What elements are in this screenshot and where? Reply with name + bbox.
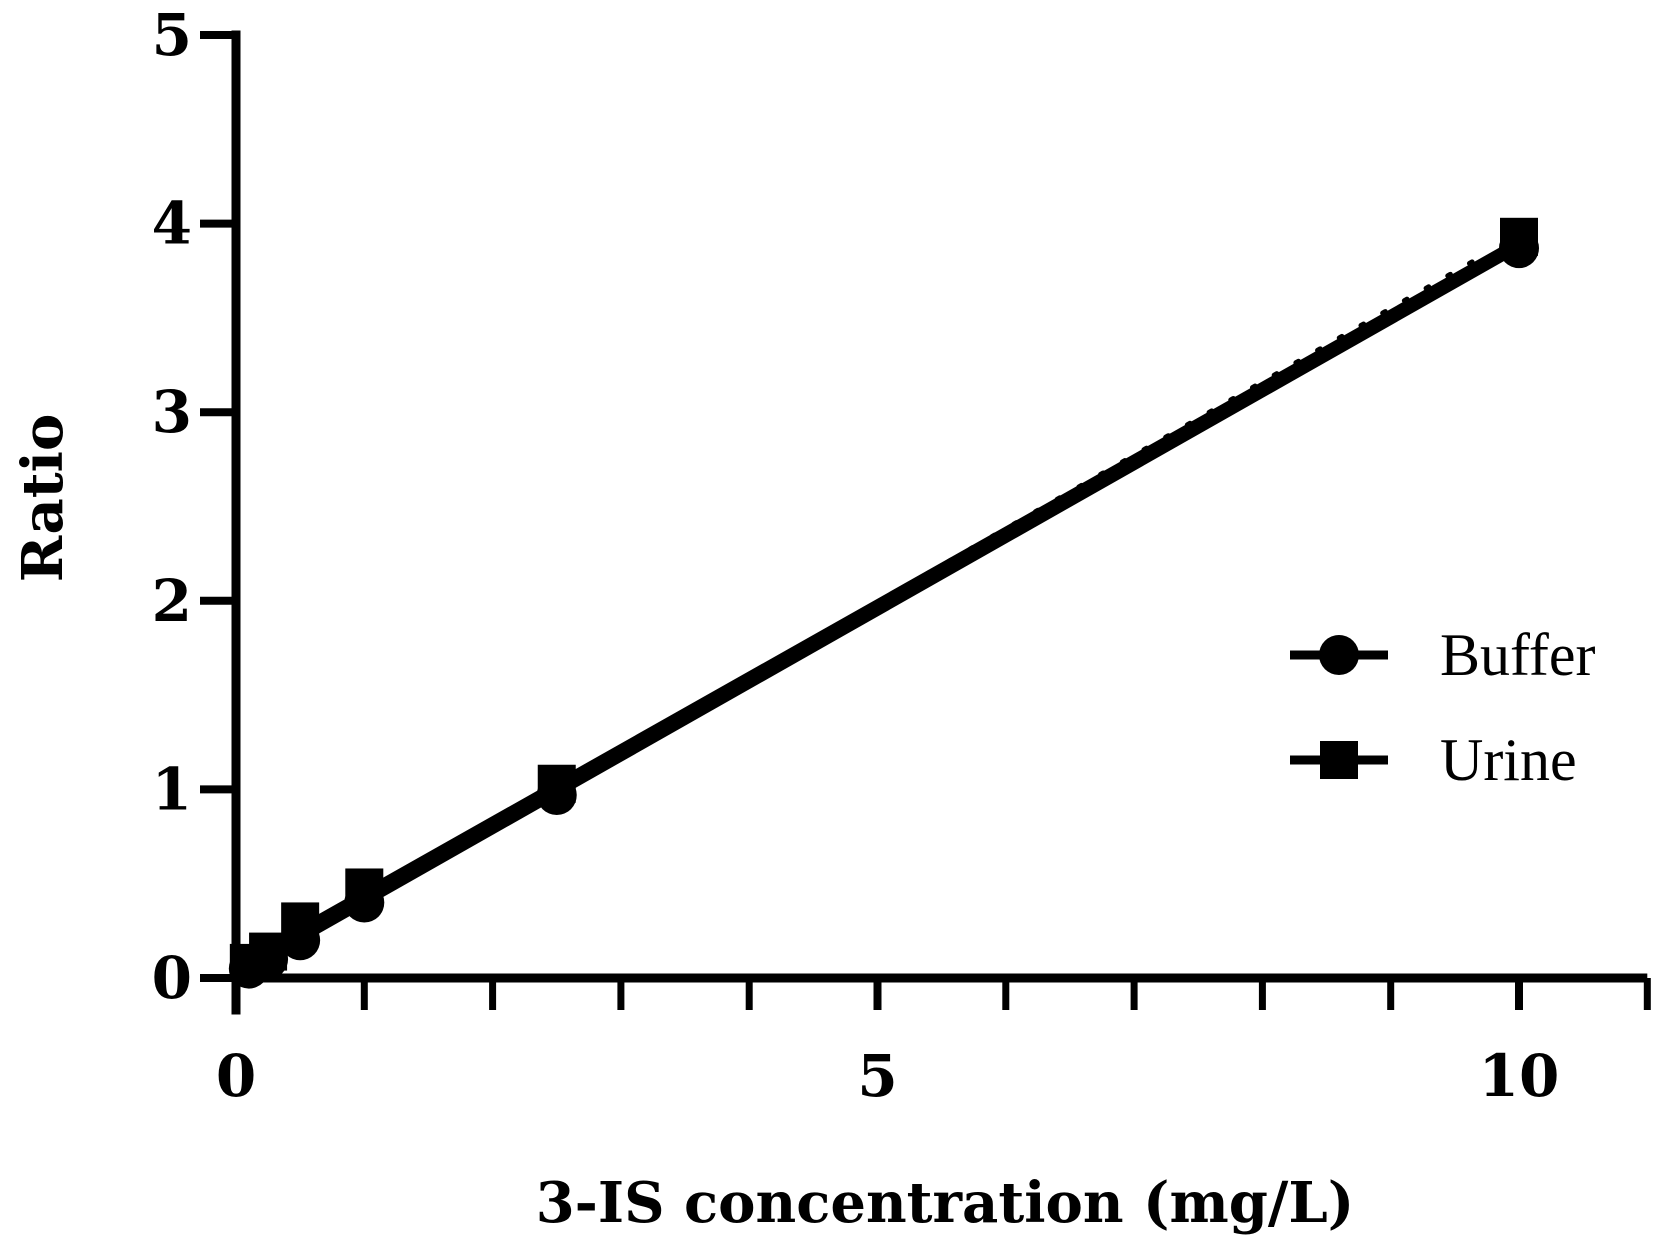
- urine-point: [249, 932, 288, 971]
- y-tick-label: 2: [152, 567, 192, 635]
- y-tick-label: 4: [152, 190, 192, 258]
- series-layer: [228, 217, 1539, 989]
- x-tick-label: 5: [857, 1042, 897, 1110]
- legend-buffer-label: Buffer: [1440, 622, 1596, 688]
- legend-urine-label: Urine: [1440, 727, 1577, 793]
- y-tick-label: 3: [152, 378, 192, 446]
- legend-urine-marker: [1320, 741, 1358, 779]
- urine-point: [345, 868, 384, 907]
- buffer-fit-line: [233, 241, 1522, 980]
- urine-point: [537, 764, 576, 803]
- legend-buffer-marker: [1319, 635, 1359, 675]
- y-tick-label: 0: [152, 944, 192, 1012]
- y-axis-title: Ratio: [10, 414, 76, 583]
- urine-fit-line: [234, 237, 1521, 968]
- urine-point: [1500, 217, 1538, 256]
- x-axis-title: 3-IS concentration (mg/L): [536, 1170, 1355, 1236]
- urine-point: [281, 902, 320, 941]
- x-tick-label: 10: [1479, 1042, 1560, 1110]
- x-tick-label: 0: [216, 1042, 256, 1110]
- y-tick-label: 5: [152, 1, 192, 69]
- legend: Buffer Urine: [1290, 622, 1596, 793]
- axes-layer: 0 1 2 3 4 5 0 5 10: [152, 1, 1651, 1110]
- y-tick-label: 1: [152, 755, 192, 823]
